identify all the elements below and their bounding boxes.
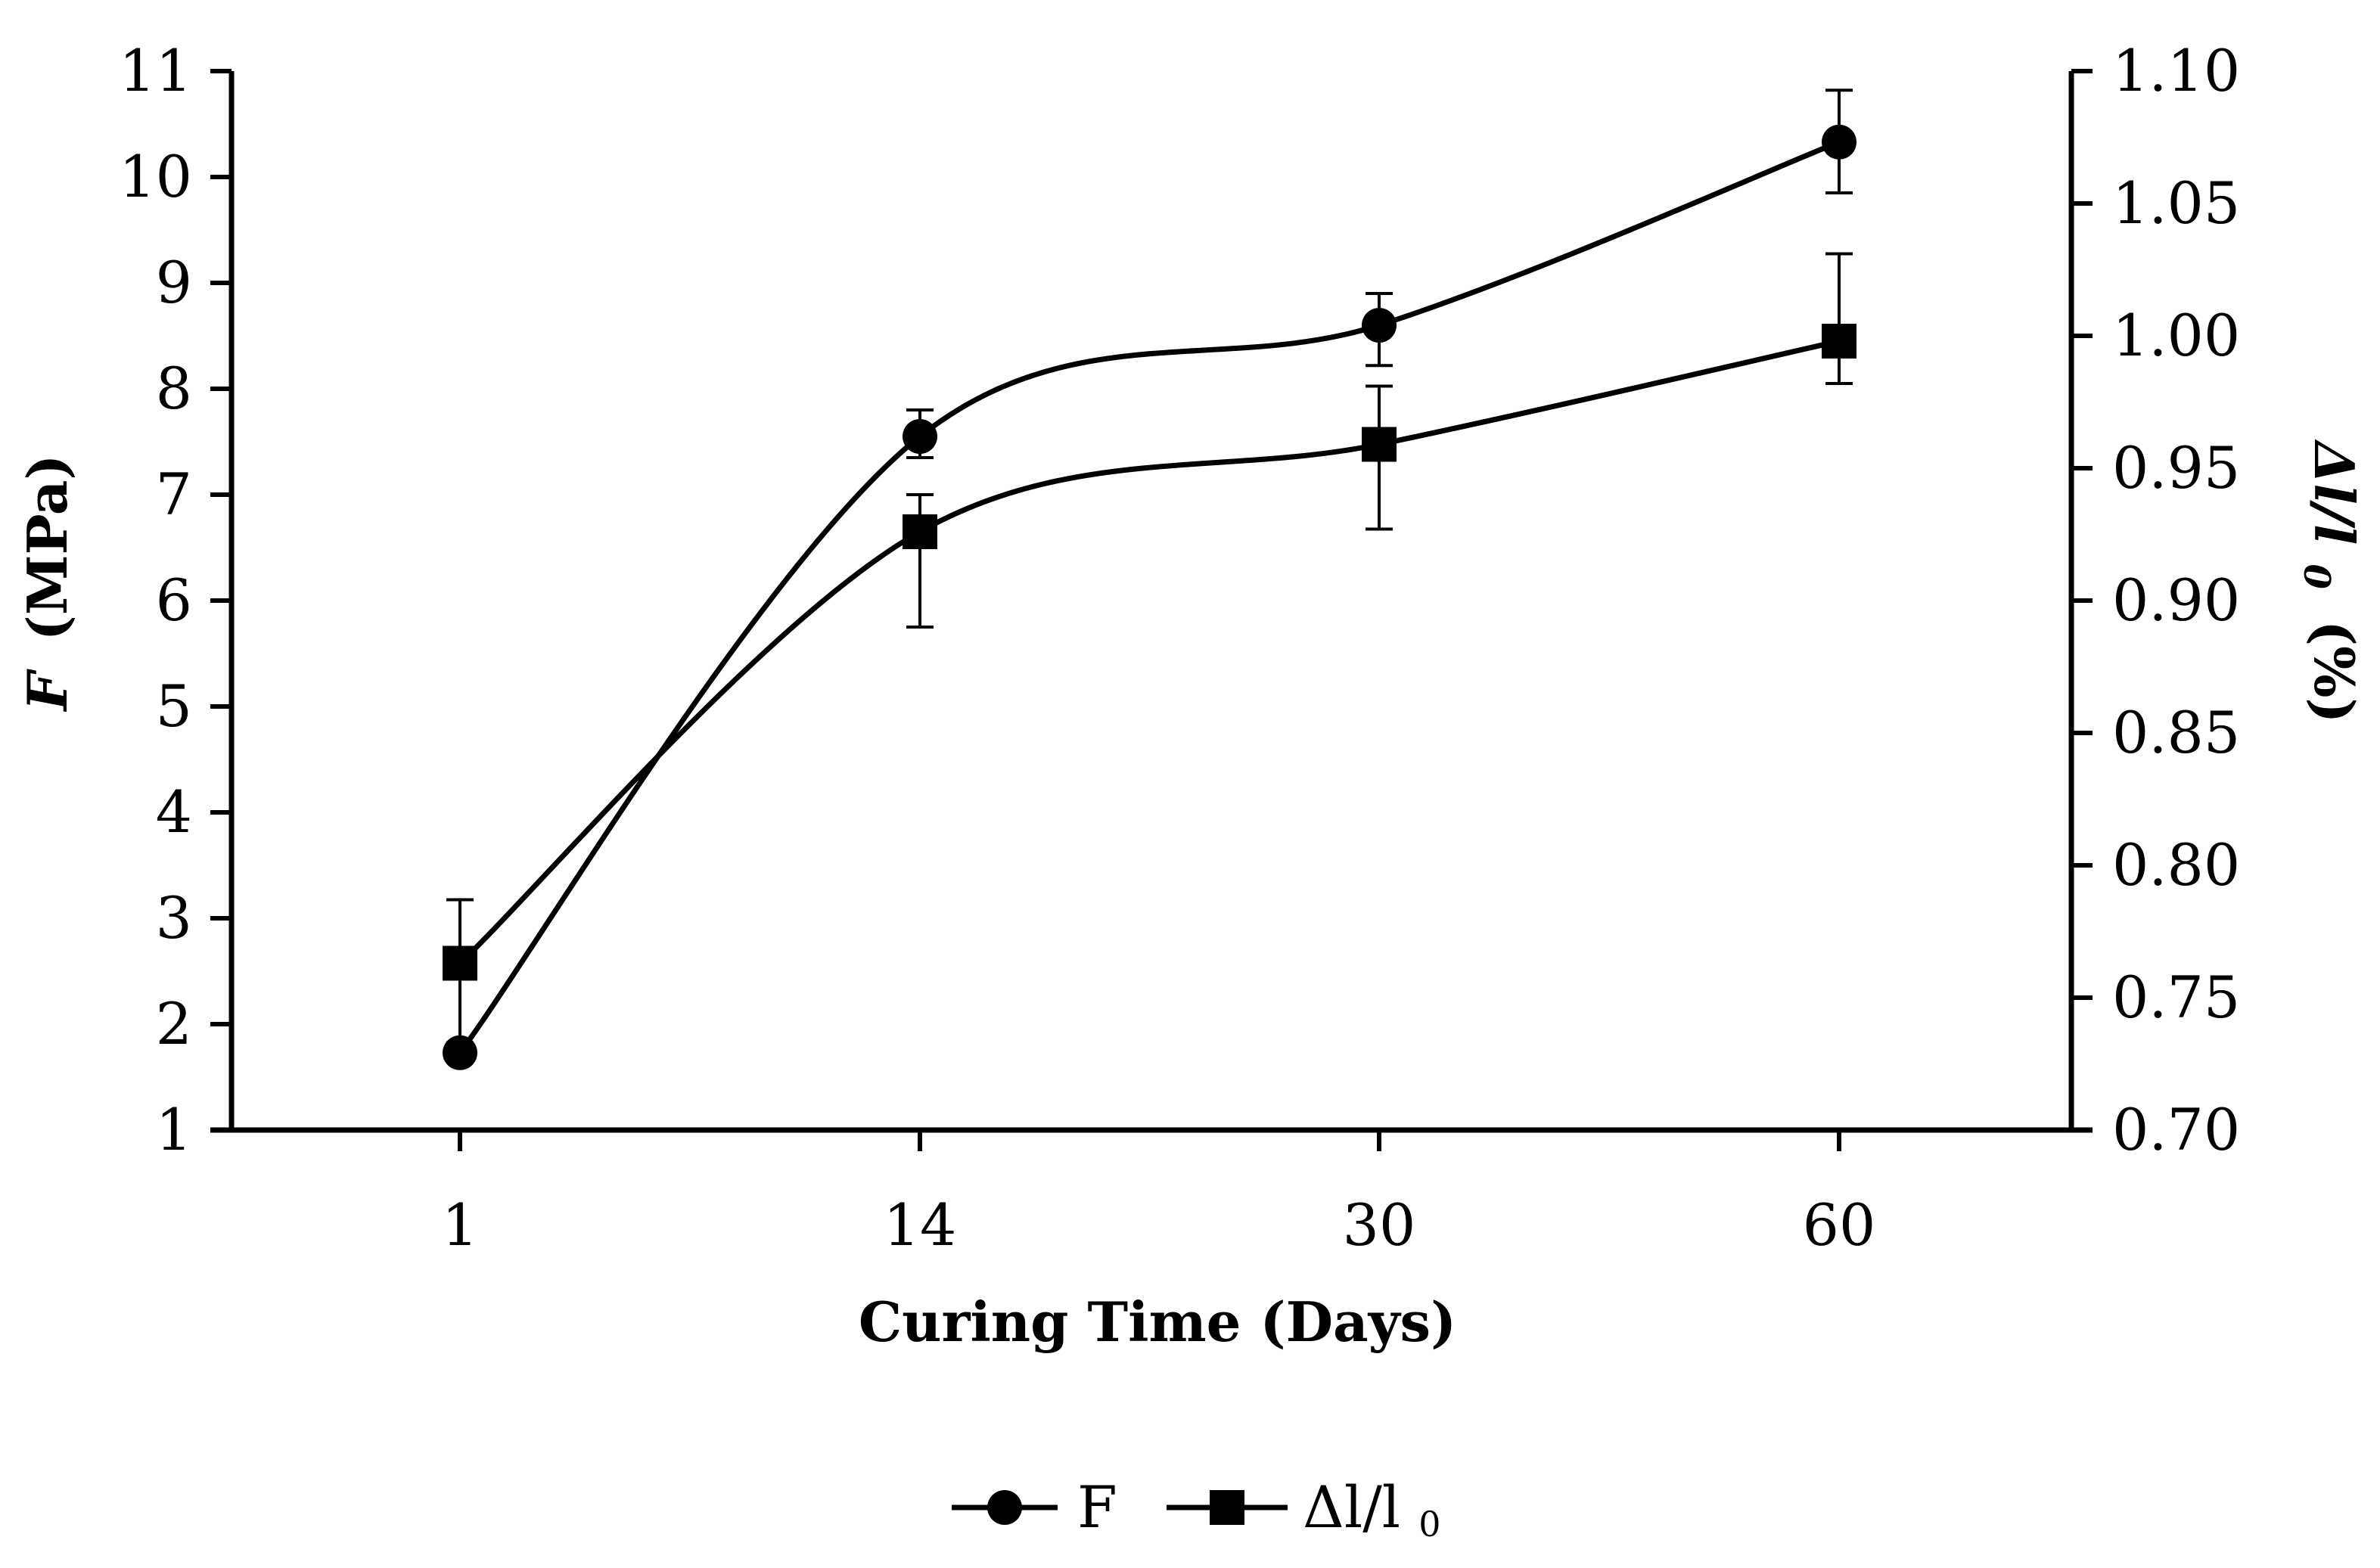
y-left-title-var: F <box>15 668 79 712</box>
y-right-tick-label: 1.10 <box>2112 37 2240 104</box>
y-right-title-unit: (%) <box>2302 620 2366 724</box>
y-left-tick-label: 6 <box>156 567 192 634</box>
y-right-tick-label: 0.80 <box>2112 831 2240 899</box>
y-right-tick-label: 0.85 <box>2112 699 2240 766</box>
x-tick-label: 1 <box>442 1191 478 1259</box>
y-left-tick-label: 1 <box>156 1096 192 1163</box>
x-tick-label: 14 <box>884 1191 957 1259</box>
series-layer <box>443 88 1856 1070</box>
legend-label-strain-sub: 0 <box>1418 1504 1440 1545</box>
y-left-tick-label: 9 <box>156 249 192 316</box>
y-right-title-var: Δl/l <box>2302 439 2366 545</box>
y-right-tick-label: 0.95 <box>2112 434 2240 501</box>
series-line-f <box>458 139 1841 1054</box>
y-left-tick-label: 2 <box>156 990 192 1057</box>
y-right-tick-label: 0.90 <box>2112 567 2240 634</box>
y-left-tick-label: 4 <box>156 778 192 846</box>
data-point-f <box>1362 308 1397 343</box>
x-tick-label: 30 <box>1343 1191 1416 1259</box>
y-left-tick-label: 11 <box>119 37 192 104</box>
x-axis-title: Curing Time (Days) <box>859 1290 1456 1354</box>
y-left-tick-label: 7 <box>156 461 192 528</box>
y-right-tick-label: 0.70 <box>2112 1096 2240 1163</box>
y-right-axis-title: Δl/l 0 (%) <box>2291 439 2366 724</box>
data-point-f <box>1822 124 1856 160</box>
legend-label-strain: Δl/l 0 <box>1303 1473 1441 1545</box>
axes: 1 2 3 4 5 6 7 8 9 10 11 0.70 0.75 0.80 0.85 0.90 0.95 1.0… <box>119 37 2240 1259</box>
series-line-strain <box>458 338 1840 966</box>
y-left-tick-label: 8 <box>156 355 192 422</box>
x-tick-label: 60 <box>1803 1191 1876 1259</box>
y-right-tick-label: 1.05 <box>2112 169 2240 237</box>
data-point-strain <box>903 514 937 549</box>
y-right-title-sub: 0 <box>2295 564 2338 588</box>
y-left-axis-title: F (MPa) <box>15 455 79 713</box>
legend-item-strain: Δl/l 0 <box>1167 1473 1441 1545</box>
y-left-tick-label: 5 <box>156 672 192 740</box>
y-left-tick-label: 3 <box>156 884 192 952</box>
legend-item-f: F <box>952 1473 1117 1541</box>
data-point-strain <box>1362 427 1397 462</box>
legend-label-strain-main: Δl/l <box>1303 1473 1400 1541</box>
legend-square-marker <box>1210 1490 1244 1525</box>
y-right-tick-label: 1.00 <box>2112 302 2240 369</box>
y-left-tick-label: 10 <box>119 143 192 210</box>
data-point-strain <box>1822 324 1856 359</box>
data-point-strain <box>443 945 477 981</box>
legend-label-f: F <box>1077 1473 1117 1541</box>
legend-circle-marker <box>987 1490 1022 1525</box>
data-point-f <box>903 419 937 454</box>
y-left-title-unit: (MPa) <box>15 455 79 641</box>
y-right-tick-label: 0.75 <box>2112 964 2240 1031</box>
legend: F Δl/l 0 <box>952 1473 1441 1545</box>
